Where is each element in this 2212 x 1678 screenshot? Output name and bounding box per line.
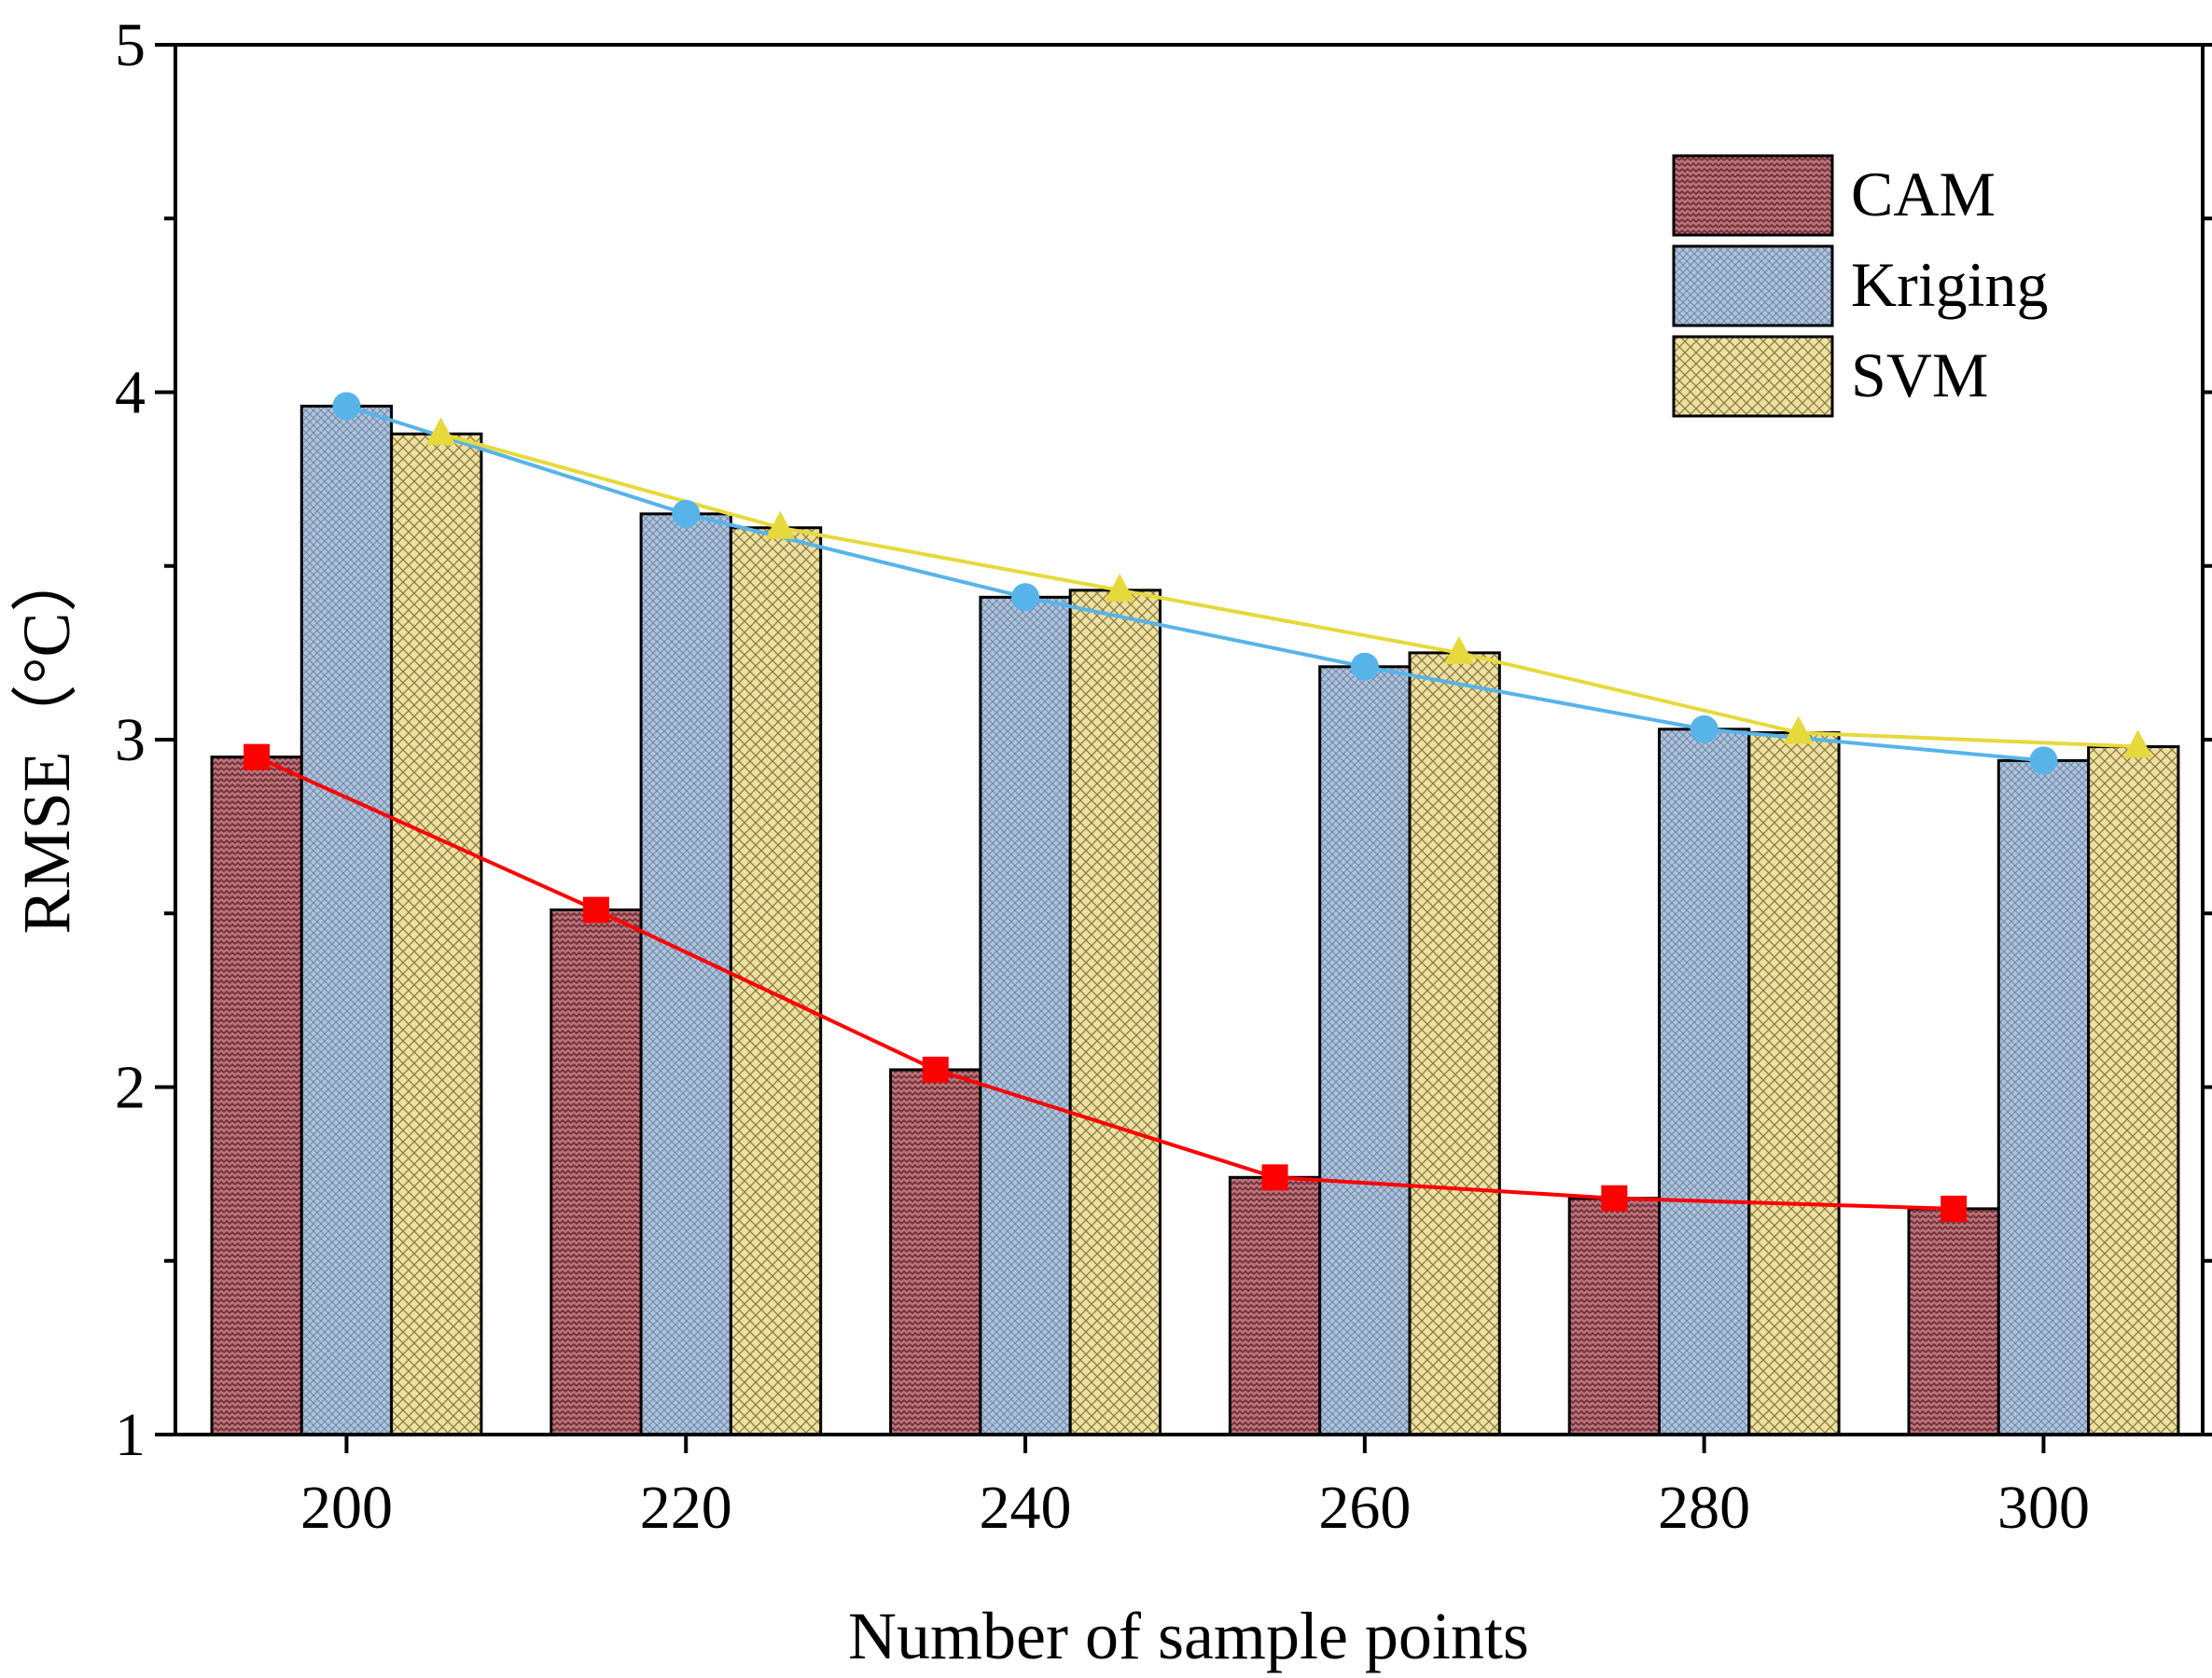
marker-kriging-280 <box>1690 714 1718 743</box>
legend: CAM Kriging SVM <box>1672 154 2049 418</box>
bar-svm-200 <box>390 432 483 1436</box>
trend-line-cam <box>256 755 1955 1211</box>
x-tick-label-220: 220 <box>640 1474 732 1542</box>
marker-cam-300 <box>1941 1195 1968 1222</box>
marker-svm-260 <box>1443 635 1474 664</box>
bar-svm-260 <box>1408 651 1501 1436</box>
marker-cam-240 <box>922 1056 949 1083</box>
bar-kriging-240 <box>979 595 1072 1436</box>
marker-kriging-240 <box>1011 583 1040 612</box>
x-tick-label-260: 260 <box>1318 1474 1411 1542</box>
x-tick-label-300: 300 <box>1997 1474 2090 1542</box>
bar-cam-300 <box>1907 1207 2000 1436</box>
y-tick-label-4: 4 <box>115 359 146 427</box>
marker-kriging-220 <box>672 499 701 528</box>
trend-line-svm <box>440 432 2138 749</box>
bar-kriging-300 <box>1996 758 2091 1436</box>
x-tick-label-200: 200 <box>300 1474 393 1542</box>
marker-kriging-260 <box>1350 652 1379 681</box>
legend-label-cam: CAM <box>1851 159 1996 229</box>
bar-kriging-200 <box>299 404 394 1436</box>
bar-kriging-260 <box>1318 665 1412 1436</box>
marker-kriging-200 <box>332 392 361 421</box>
markers-layer <box>243 392 2153 1222</box>
bar-svm-240 <box>1068 589 1162 1436</box>
bar-cam-260 <box>1228 1175 1322 1436</box>
bar-cam-200 <box>210 756 303 1436</box>
trend-lines-layer <box>256 404 2138 1211</box>
bar-cam-280 <box>1567 1197 1661 1436</box>
trend-line-kriging <box>345 404 2044 763</box>
marker-svm-280 <box>1783 715 1814 744</box>
y-axis: 1 2 3 4 5 <box>115 11 2212 1469</box>
x-axis: 200 220 240 260 280 300 <box>300 1435 2090 1542</box>
y-tick-label-3: 3 <box>115 706 146 774</box>
marker-svm-200 <box>425 417 456 446</box>
bar-kriging-280 <box>1658 728 1751 1436</box>
marker-cam-220 <box>582 896 609 923</box>
bar-cam-220 <box>550 908 643 1436</box>
bar-svm-280 <box>1747 731 1841 1436</box>
marker-cam-200 <box>243 743 271 770</box>
x-axis-title: Number of sample points <box>848 1599 1529 1673</box>
marker-svm-240 <box>1105 573 1135 602</box>
marker-cam-280 <box>1601 1185 1628 1212</box>
y-tick-label-1: 1 <box>115 1401 146 1469</box>
y-tick-label-5: 5 <box>115 11 146 79</box>
legend-label-kriging: Kriging <box>1851 249 2049 320</box>
legend-label-svm: SVM <box>1851 340 1988 410</box>
marker-kriging-300 <box>2029 746 2058 775</box>
marker-svm-220 <box>765 510 796 539</box>
legend-swatch-svm <box>1672 335 1834 418</box>
bars-layer <box>210 404 2180 1436</box>
legend-swatch-kriging <box>1672 244 1834 327</box>
marker-svm-300 <box>2122 729 2153 758</box>
y-tick-label-2: 2 <box>115 1054 146 1122</box>
legend-swatch-cam <box>1672 154 1834 237</box>
bar-svm-300 <box>2087 745 2180 1436</box>
y-axis-title: RMSE（°C） <box>9 546 84 935</box>
x-tick-label-280: 280 <box>1658 1474 1750 1542</box>
bar-cam-240 <box>889 1068 982 1436</box>
marker-cam-260 <box>1261 1164 1288 1191</box>
bar-kriging-220 <box>639 512 732 1436</box>
x-tick-label-240: 240 <box>980 1474 1072 1542</box>
